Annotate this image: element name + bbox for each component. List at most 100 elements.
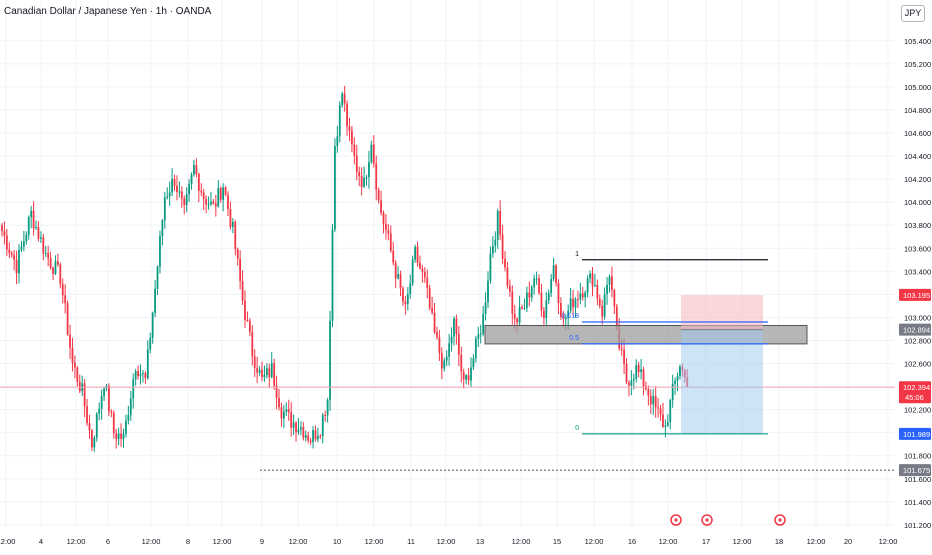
candle-body	[560, 303, 562, 317]
y-tick-label: 104.400	[904, 152, 931, 161]
candle-body	[513, 313, 516, 319]
candle-body	[419, 262, 421, 269]
candle-body	[122, 433, 125, 439]
candle-body	[652, 396, 655, 405]
x-tick-label: 12:00	[289, 537, 308, 546]
candle-body	[511, 291, 514, 314]
candle-body	[392, 250, 395, 263]
candle-body	[555, 265, 557, 284]
candle-body	[506, 267, 509, 286]
price-tag-text-level: 101.675	[903, 466, 930, 475]
candle-body	[112, 412, 115, 434]
candle-body	[59, 264, 62, 285]
candle-body	[589, 273, 591, 279]
candle-body	[491, 245, 494, 254]
candle-body	[278, 397, 280, 408]
candle-body	[1, 225, 3, 232]
fib-level-0-label: 0	[575, 425, 579, 432]
candle-body	[545, 300, 548, 318]
candle-body	[540, 293, 543, 311]
candle-body	[334, 146, 336, 230]
candle-body	[462, 371, 465, 380]
candle-body	[171, 178, 173, 193]
candle-body	[530, 287, 533, 298]
candle-body	[572, 298, 574, 308]
candle-body	[489, 253, 492, 281]
candle-body	[440, 353, 443, 369]
x-tick-label: 12:00	[0, 537, 15, 546]
candle-body	[382, 212, 385, 224]
candle-body	[416, 246, 419, 263]
candle-body	[64, 295, 67, 304]
fib-level-0618-label: 0.618	[561, 313, 579, 320]
candle-body	[598, 298, 601, 306]
candle-body	[579, 293, 582, 300]
candle-body	[18, 249, 20, 274]
candle-body	[256, 367, 259, 373]
candle-body	[27, 217, 30, 235]
x-tick-label: 8	[186, 537, 190, 546]
candle-body	[521, 307, 523, 309]
candle-body	[355, 155, 358, 172]
price-tag-target	[899, 427, 931, 440]
candle-body	[569, 298, 572, 311]
candle-body	[368, 162, 370, 178]
candle-body	[224, 187, 227, 195]
candle-body	[523, 307, 526, 309]
candle-body	[484, 302, 487, 315]
candle-body	[56, 261, 59, 265]
candle-body	[297, 429, 300, 433]
candle-body	[307, 435, 310, 441]
candle-body	[632, 378, 635, 381]
candle-body	[640, 369, 642, 372]
x-tick-label: 12:00	[807, 537, 826, 546]
x-tick-label: 17	[702, 537, 710, 546]
candle-body	[66, 303, 69, 335]
candle-body	[115, 433, 118, 439]
stop-loss-zone	[681, 294, 763, 330]
candle-body	[197, 173, 200, 191]
candle-body	[581, 293, 584, 298]
countdown-text: 45:06	[905, 393, 924, 402]
candle-body	[508, 285, 511, 292]
grid-layer	[0, 0, 895, 528]
candle-body	[615, 306, 618, 327]
candle-body	[98, 408, 101, 414]
candle-body	[421, 268, 424, 272]
candle-body	[338, 105, 341, 137]
candle-body	[103, 388, 105, 397]
fib-level-05-label: 0.5	[569, 335, 579, 342]
event-marker-1-dot	[674, 518, 678, 522]
x-tick-label: 10	[333, 537, 341, 546]
candle-body	[594, 285, 596, 287]
x-tick-label: 12:00	[585, 537, 604, 546]
candle-body	[662, 414, 664, 427]
candle-body	[358, 171, 361, 176]
candle-body	[564, 318, 567, 320]
y-tick-label: 103.000	[904, 313, 931, 322]
candle-body	[470, 367, 472, 381]
candle-body	[244, 300, 246, 320]
candle-body	[387, 230, 390, 234]
candle-body	[88, 423, 91, 431]
candle-body	[246, 319, 249, 321]
candle-body	[346, 103, 348, 127]
candle-body	[370, 144, 373, 163]
candle-body	[474, 338, 477, 359]
candle-body	[647, 389, 650, 396]
candle-body	[601, 305, 604, 317]
candle-body	[253, 356, 256, 368]
y-tick-label: 102.800	[904, 336, 931, 345]
candle-body	[482, 314, 485, 334]
candle-body	[42, 237, 45, 254]
candle-body	[117, 433, 120, 439]
candle-body	[142, 373, 144, 375]
candle-body	[623, 349, 625, 364]
candle-body	[457, 333, 460, 355]
candle-body	[445, 356, 448, 361]
candle-body	[645, 386, 647, 390]
currency-badge[interactable]: JPY	[901, 5, 925, 22]
candle-body	[132, 379, 135, 399]
